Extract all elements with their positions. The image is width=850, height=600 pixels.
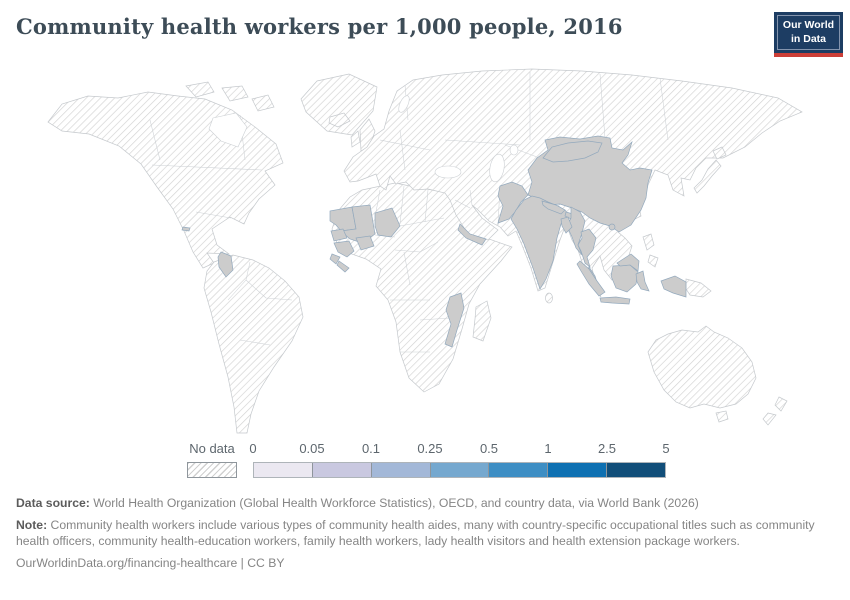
country-indonesia-kalimantan[interactable] bbox=[610, 264, 639, 293]
legend-segment-2[interactable] bbox=[370, 463, 430, 477]
aral-sea bbox=[509, 144, 519, 156]
citation-link[interactable]: OurWorldinData.org/financing-healthcare … bbox=[16, 555, 285, 570]
note-line: Note: Community health workers include v… bbox=[16, 518, 818, 550]
legend-tick-4: 0.5 bbox=[479, 441, 499, 456]
landmass-hokkaido[interactable] bbox=[712, 146, 727, 160]
legend-color-bar bbox=[253, 462, 666, 478]
country-mozambique[interactable] bbox=[444, 292, 465, 348]
no-data-label: No data bbox=[189, 441, 235, 456]
map-legend: 0 0.05 0.1 0.25 0.5 1 2.5 5 bbox=[249, 441, 670, 478]
owid-logo-box: Our World in Data bbox=[774, 12, 843, 54]
legend-tick-labels: 0 0.05 0.1 0.25 0.5 1 2.5 5 bbox=[249, 441, 670, 462]
legend-no-data: No data bbox=[187, 441, 237, 478]
note-text: Community health workers include various… bbox=[16, 517, 815, 548]
landmass-papua-new-guinea[interactable] bbox=[685, 278, 712, 298]
no-data-swatch[interactable] bbox=[187, 462, 237, 478]
world-map-svg bbox=[47, 68, 803, 434]
country-niger[interactable] bbox=[374, 207, 401, 238]
owid-logo[interactable]: Our World in Data bbox=[774, 12, 843, 58]
country-mali[interactable] bbox=[340, 204, 376, 244]
baltic-sea bbox=[398, 95, 410, 113]
country-jamaica[interactable] bbox=[181, 226, 191, 232]
legend-segment-0[interactable] bbox=[254, 463, 312, 477]
data-source-text: World Health Organization (Global Health… bbox=[93, 496, 699, 510]
legend-segment-6[interactable] bbox=[606, 463, 666, 477]
data-source-label: Data source: bbox=[16, 496, 90, 510]
legend-segment-3[interactable] bbox=[429, 463, 489, 477]
landmass-sri-lanka[interactable] bbox=[545, 292, 553, 304]
legend-tick-6: 2.5 bbox=[597, 441, 617, 456]
country-china-hainan[interactable] bbox=[608, 223, 616, 231]
country-nepal[interactable] bbox=[541, 200, 566, 215]
country-indonesia-papua[interactable] bbox=[660, 275, 687, 298]
country-bangladesh[interactable] bbox=[560, 216, 573, 234]
landmass-arctic-island-2[interactable] bbox=[221, 85, 249, 102]
chart-footer: Data source: World Health Organization (… bbox=[16, 496, 818, 577]
caspian-sea bbox=[489, 153, 505, 183]
country-guinea[interactable] bbox=[333, 240, 355, 258]
landmass-philippines-north[interactable] bbox=[642, 233, 655, 251]
country-india[interactable] bbox=[510, 195, 569, 290]
legend-segment-5[interactable] bbox=[547, 463, 607, 477]
country-indonesia-java[interactable] bbox=[599, 296, 631, 305]
country-liberia[interactable] bbox=[336, 260, 350, 273]
landmass-japan[interactable] bbox=[693, 159, 722, 194]
legend-segment-4[interactable] bbox=[488, 463, 548, 477]
legend-tick-0: 0 bbox=[249, 441, 257, 456]
country-burkina-faso[interactable] bbox=[355, 235, 375, 251]
landmass-greenland[interactable] bbox=[300, 73, 378, 136]
note-label: Note: bbox=[16, 517, 48, 532]
legend-segment-1[interactable] bbox=[311, 463, 371, 477]
black-sea bbox=[434, 165, 462, 179]
country-malaysia-borneo[interactable] bbox=[616, 253, 640, 272]
country-yemen[interactable] bbox=[457, 223, 487, 246]
landmass-new-zealand-south[interactable] bbox=[762, 412, 777, 426]
country-mongolia[interactable] bbox=[542, 140, 603, 163]
country-sierra-leone[interactable] bbox=[329, 253, 341, 265]
landmass-south-america[interactable] bbox=[203, 254, 304, 434]
country-thailand[interactable] bbox=[577, 228, 597, 268]
landmass-iceland[interactable] bbox=[328, 112, 351, 128]
owid-logo-text: Our World in Data bbox=[777, 15, 840, 51]
hudson-bay bbox=[208, 112, 248, 148]
landmass-tasmania[interactable] bbox=[715, 410, 729, 423]
landmass-ireland[interactable] bbox=[350, 130, 361, 148]
country-indonesia-sulawesi[interactable] bbox=[635, 270, 650, 292]
legend-tick-5: 1 bbox=[544, 441, 552, 456]
legend-tick-1: 0.05 bbox=[299, 441, 325, 456]
landmass-philippines-south[interactable] bbox=[647, 254, 659, 268]
landmass-australia[interactable] bbox=[647, 325, 757, 409]
country-senegal[interactable] bbox=[330, 228, 348, 242]
landmass-north-america[interactable] bbox=[47, 91, 284, 269]
landmass-arctic-island-3[interactable] bbox=[251, 94, 275, 112]
country-guyana[interactable] bbox=[217, 251, 234, 278]
landmass-arctic-island-1[interactable] bbox=[185, 81, 215, 98]
page-title: Community health workers per 1,000 peopl… bbox=[16, 14, 623, 39]
data-source-line: Data source: World Health Organization (… bbox=[16, 496, 818, 512]
legend-tick-7: 5 bbox=[662, 441, 670, 456]
owid-logo-red-bar bbox=[774, 53, 843, 58]
landmass-madagascar[interactable] bbox=[472, 300, 492, 342]
landmass-new-zealand-north[interactable] bbox=[774, 396, 788, 412]
country-indonesia-sumatra[interactable] bbox=[576, 260, 606, 297]
legend-tick-2: 0.1 bbox=[361, 441, 381, 456]
legend-tick-3: 0.25 bbox=[417, 441, 443, 456]
